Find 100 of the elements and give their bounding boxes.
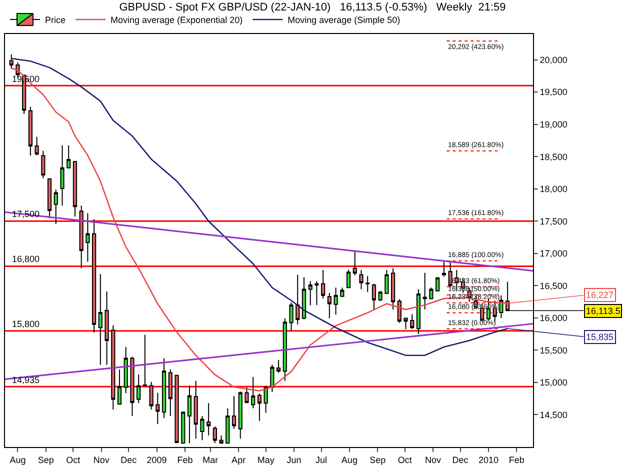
candlestick	[302, 276, 306, 320]
x-tick-label: Nov	[93, 454, 110, 465]
candlestick	[104, 290, 109, 366]
candlestick	[390, 268, 396, 310]
candlestick	[334, 287, 338, 316]
y-tick-label: 14,500	[540, 410, 568, 420]
x-tick-label: Apr	[232, 454, 246, 465]
y-tick-label: 15,000	[540, 378, 568, 388]
candlestick	[384, 269, 389, 295]
candlestick	[219, 434, 224, 444]
y-tick-label: 19,000	[540, 119, 568, 130]
y-tick-label: 17,000	[540, 248, 568, 259]
candlestick	[181, 412, 186, 444]
y-tick-label: 17,500	[540, 216, 568, 226]
legend-label: Price	[45, 15, 66, 26]
x-tick-label: Oct	[66, 454, 81, 465]
annotation: 15,835	[586, 332, 614, 342]
annotation: 16,227	[586, 290, 614, 300]
x-tick-label: Jul	[315, 454, 328, 465]
candlestick	[378, 290, 382, 302]
y-tick-label: 15,500	[540, 345, 568, 356]
candlestick	[359, 269, 364, 290]
candlestick	[98, 274, 102, 366]
candlestick	[238, 391, 242, 440]
candlestick	[54, 189, 58, 225]
candlestick	[66, 144, 71, 168]
x-tick-label: Aug	[341, 454, 358, 465]
x-tick-label: May	[257, 454, 275, 465]
candlestick	[340, 287, 344, 298]
candlestick	[366, 275, 370, 293]
candlestick	[270, 364, 274, 393]
x-tick-label: Feb	[177, 454, 193, 465]
candlestick	[130, 356, 134, 417]
x-tick-label: Dec	[120, 454, 138, 465]
candlestick	[499, 294, 504, 318]
x-tick-label: Nov	[425, 454, 442, 465]
candlestick	[41, 150, 46, 179]
x-tick-label: 2010	[478, 454, 498, 465]
x-tick-label: Sep	[370, 454, 386, 465]
candlestick	[308, 280, 312, 306]
candlestick	[124, 346, 128, 394]
legend-label: Moving average (Simple 50)	[288, 15, 400, 26]
candlestick	[60, 144, 64, 206]
candlestick	[410, 314, 414, 330]
candlestick	[442, 261, 446, 278]
y-tick-label: 19,500	[540, 87, 568, 98]
candlestick	[289, 302, 294, 332]
candlestick	[142, 334, 148, 386]
candlestick	[416, 288, 421, 335]
chart-title: GBPUSD - Spot FX GBP/USD (22-JAN-10) 16,113.5 (-0.53%) Weekly 21:59	[119, 2, 506, 14]
candlestick	[232, 396, 236, 430]
candlestick	[257, 392, 262, 422]
candlestick	[79, 205, 84, 269]
candlestick	[194, 380, 198, 440]
x-tick-label: Dec	[452, 454, 469, 465]
candlestick	[212, 426, 217, 444]
candlestick	[72, 160, 78, 218]
candlestick	[321, 269, 326, 300]
x-tick-label: Mar	[202, 454, 218, 465]
y-tick-label: 18,000	[540, 184, 568, 194]
candlestick	[168, 369, 172, 417]
ref-line-label: 15,800	[12, 319, 40, 329]
candlestick	[47, 178, 52, 219]
candlestick	[174, 374, 179, 444]
candlestick	[251, 376, 256, 409]
y-tick-label: 16,000	[540, 313, 568, 324]
candlestick	[244, 386, 249, 404]
candlestick	[156, 392, 160, 425]
x-tick-label: Sep	[38, 454, 54, 465]
candlestick	[206, 402, 211, 436]
candlestick	[346, 269, 351, 288]
candlestick	[117, 369, 122, 405]
candlestick	[136, 374, 141, 404]
candlestick	[436, 276, 440, 292]
legend-label: Moving average (Exponential 20)	[110, 15, 243, 26]
candlestick	[111, 324, 116, 410]
candlestick	[264, 385, 268, 414]
x-tick-label: Jun	[286, 454, 302, 465]
candlestick	[314, 280, 319, 306]
candlestick	[149, 381, 154, 410]
annotation: 16,113.5	[586, 306, 620, 316]
candlestick	[422, 272, 427, 310]
candlestick	[187, 385, 192, 444]
y-tick-label: 18,500	[540, 152, 568, 162]
candlestick	[92, 218, 96, 333]
candlestick	[200, 416, 204, 441]
ref-line-label: 16,800	[12, 254, 40, 264]
candlestick	[352, 250, 357, 276]
x-tick-label: Oct	[398, 454, 412, 465]
candlestick	[327, 292, 332, 319]
x-tick-label: 2009	[146, 454, 167, 465]
candlestick	[86, 212, 90, 262]
candlestick	[372, 283, 376, 310]
candlestick	[28, 106, 32, 156]
x-tick-label: Feb	[508, 454, 524, 465]
candlestick	[226, 408, 230, 444]
candlestick	[397, 298, 402, 324]
candlestick	[9, 54, 14, 70]
candlestick	[404, 317, 408, 330]
x-tick-label: Aug	[10, 454, 26, 465]
